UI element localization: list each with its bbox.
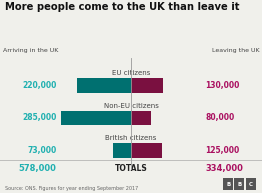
Text: 130,000: 130,000 xyxy=(206,81,240,90)
Bar xyxy=(131,111,151,125)
Text: B: B xyxy=(226,182,230,187)
Text: Non-EU citizens: Non-EU citizens xyxy=(103,103,159,109)
Bar xyxy=(131,78,163,93)
Text: 125,000: 125,000 xyxy=(206,146,240,155)
Bar xyxy=(61,111,131,125)
FancyBboxPatch shape xyxy=(223,178,233,190)
Text: 578,000: 578,000 xyxy=(19,164,56,173)
Bar xyxy=(131,143,162,158)
Text: C: C xyxy=(249,182,253,187)
FancyBboxPatch shape xyxy=(234,178,244,190)
Bar xyxy=(113,143,131,158)
Text: Leaving the UK: Leaving the UK xyxy=(212,48,259,53)
Text: Arriving in the UK: Arriving in the UK xyxy=(3,48,58,53)
Text: EU citizens: EU citizens xyxy=(112,70,150,76)
Bar xyxy=(77,78,131,93)
Text: Source: ONS. Figures for year ending September 2017: Source: ONS. Figures for year ending Sep… xyxy=(5,186,139,191)
Text: British citizens: British citizens xyxy=(105,135,157,141)
Text: More people come to the UK than leave it: More people come to the UK than leave it xyxy=(5,2,240,12)
Text: 80,000: 80,000 xyxy=(206,113,235,122)
Text: 73,000: 73,000 xyxy=(27,146,56,155)
FancyBboxPatch shape xyxy=(245,178,256,190)
Text: 220,000: 220,000 xyxy=(22,81,56,90)
Text: B: B xyxy=(237,182,242,187)
Text: 334,000: 334,000 xyxy=(206,164,243,173)
Text: TOTALS: TOTALS xyxy=(115,164,147,173)
Text: 285,000: 285,000 xyxy=(22,113,56,122)
